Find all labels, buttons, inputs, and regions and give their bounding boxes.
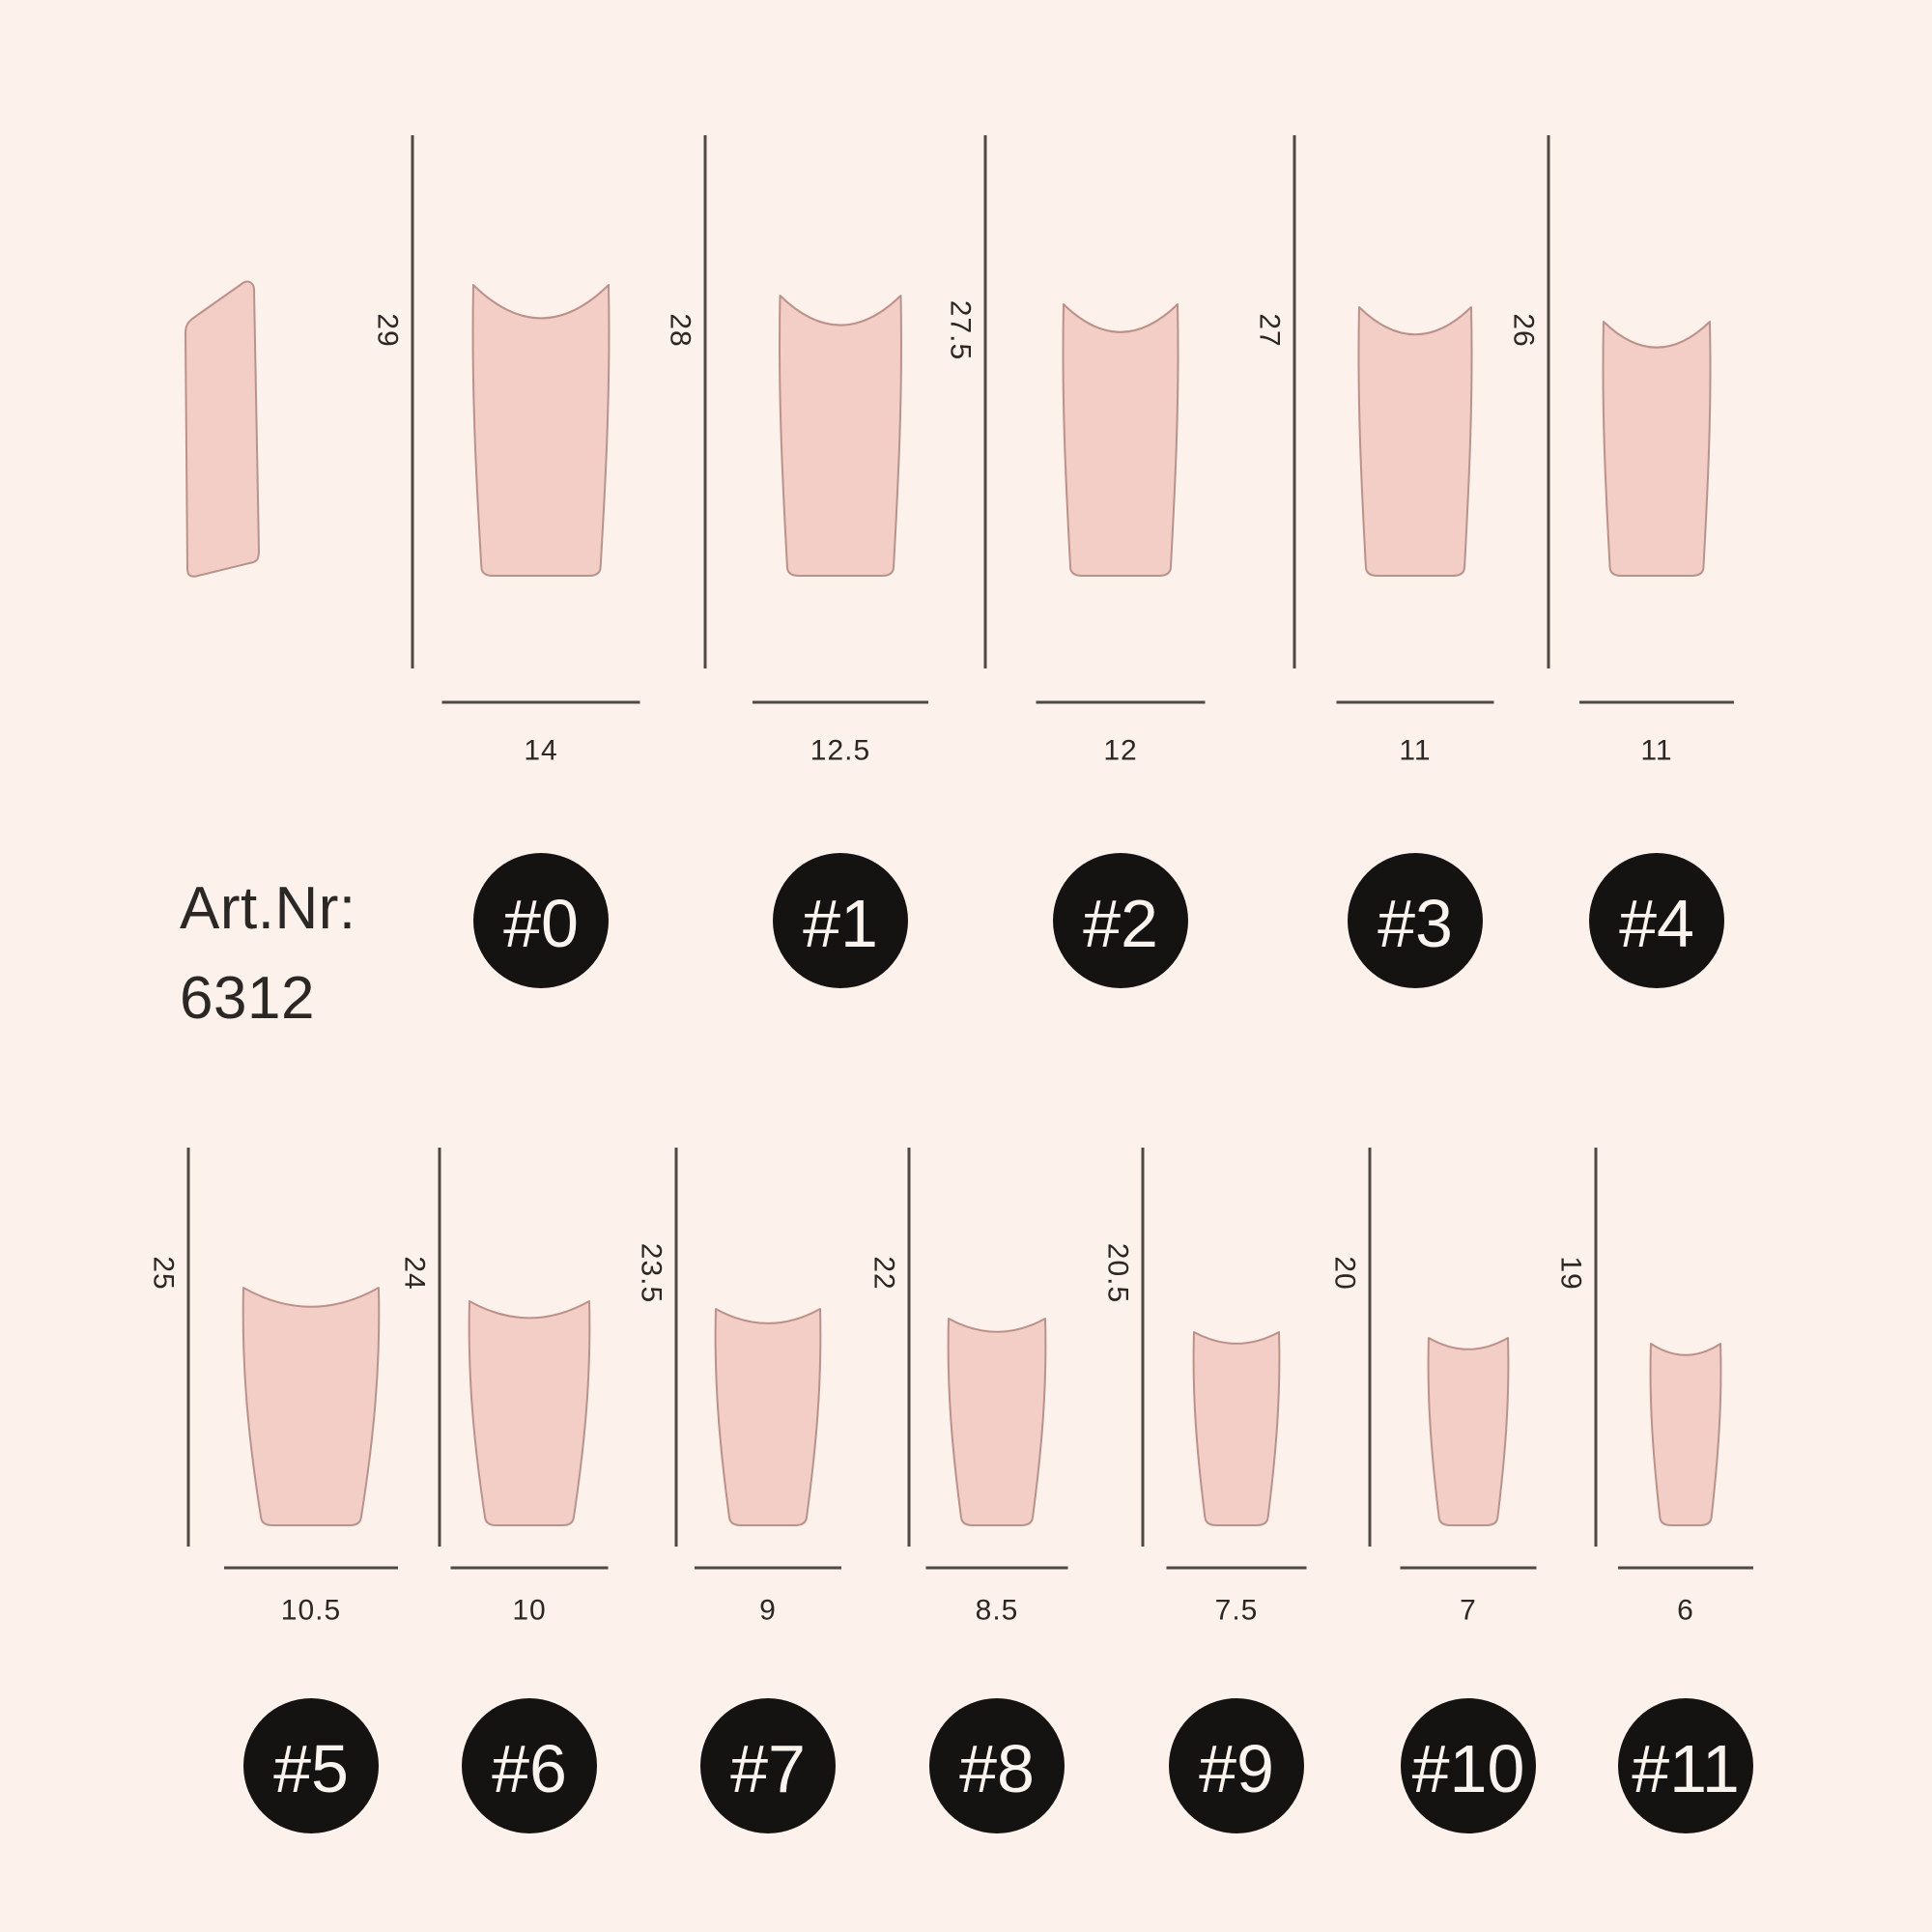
length-value-label: 22 (868, 1256, 900, 1290)
size-badge-label: #9 (1199, 1731, 1274, 1806)
length-value-label: 25 (148, 1256, 180, 1290)
width-value-label: 10.5 (281, 1595, 341, 1627)
size-badge (462, 1698, 597, 1833)
width-value-label: 6 (1677, 1595, 1694, 1627)
width-value-label: 12 (1103, 735, 1137, 767)
width-value-label: 8.5 (976, 1595, 1019, 1627)
width-value-label: 9 (759, 1595, 777, 1627)
nail-tip-shape (468, 1300, 591, 1526)
size-badge-label: #11 (1632, 1731, 1740, 1806)
size-badge-label: #5 (273, 1731, 349, 1806)
side-profile-nail (185, 280, 260, 578)
length-value-label: 27.5 (945, 300, 977, 360)
nail-tip-shape (471, 284, 611, 577)
length-value-label: 27 (1254, 313, 1286, 347)
length-value-label: 28 (665, 313, 696, 347)
size-badge-label: #6 (492, 1731, 567, 1806)
length-value-label: 23.5 (636, 1243, 668, 1303)
size-badge (773, 853, 908, 988)
size-badge (700, 1698, 836, 1833)
size-badge-label: #8 (959, 1731, 1035, 1806)
size-badge (243, 1698, 379, 1833)
length-value-label: 20.5 (1102, 1243, 1134, 1303)
size-badge-label: #3 (1378, 886, 1453, 961)
length-value-label: 26 (1508, 313, 1540, 347)
size-badge (929, 1698, 1065, 1833)
size-badge-label: #4 (1619, 886, 1694, 961)
width-value-label: 7 (1460, 1595, 1477, 1627)
width-value-label: 12.5 (810, 735, 870, 767)
nail-tip-shape (778, 295, 903, 577)
width-value-label: 14 (524, 735, 557, 767)
length-value-label: 20 (1329, 1256, 1361, 1290)
size-badge-label: #0 (503, 886, 579, 961)
nail-tip-shape (1649, 1343, 1722, 1526)
size-badge (473, 853, 609, 988)
article-number-block: Art.Nr: 6312 (180, 864, 356, 1043)
size-badge (1348, 853, 1483, 988)
size-badge (1169, 1698, 1304, 1833)
nail-tip-shape (242, 1287, 381, 1526)
nail-tip-shape (1357, 306, 1473, 577)
size-badge (1401, 1698, 1536, 1833)
nail-tip-shape (1062, 303, 1179, 577)
nail-tip-shape (714, 1308, 822, 1526)
width-value-label: 11 (1399, 735, 1431, 767)
size-badge-label: #2 (1083, 886, 1158, 961)
width-value-label: 11 (1640, 735, 1672, 767)
nail-tip-shape (1602, 321, 1712, 577)
size-badge-label: #10 (1412, 1731, 1525, 1806)
size-badge-label: #7 (730, 1731, 806, 1806)
nail-tip-shape (1192, 1331, 1281, 1526)
length-value-label: 29 (372, 313, 404, 347)
length-value-label: 19 (1555, 1256, 1587, 1290)
article-number-label: Art.Nr: (180, 875, 356, 942)
nail-tip-shape (947, 1318, 1047, 1526)
width-value-label: 10 (512, 1595, 546, 1627)
size-badge (1589, 853, 1724, 988)
size-badge (1053, 853, 1188, 988)
width-value-label: 7.5 (1215, 1595, 1259, 1627)
size-badge-label: #1 (803, 886, 878, 961)
length-value-label: 24 (399, 1256, 431, 1290)
size-badge (1618, 1698, 1753, 1833)
article-number-value: 6312 (180, 965, 315, 1032)
nail-tip-shape (1427, 1337, 1510, 1526)
